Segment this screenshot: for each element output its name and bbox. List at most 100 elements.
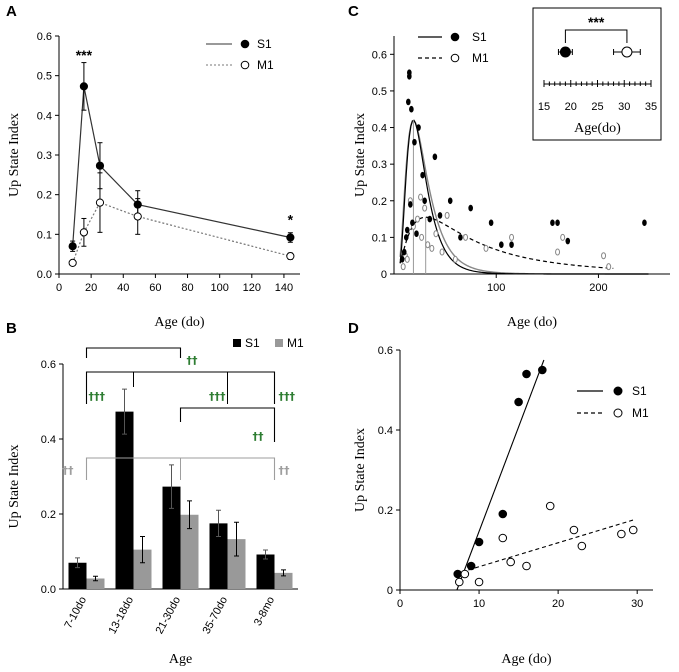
data-point-m1 <box>429 244 435 252</box>
data-point-m1 <box>439 248 445 256</box>
inset-significance-bracket <box>564 29 628 43</box>
x-axis-label: Age (do) <box>154 315 204 330</box>
data-point-m1 <box>68 258 77 267</box>
y-tick-label: 0.0 <box>41 584 56 596</box>
x-tick-label: 120 <box>243 282 261 294</box>
data-point-m1 <box>555 248 561 256</box>
data-point-s1 <box>509 241 514 249</box>
legend-marker-s1 <box>450 32 460 42</box>
significance-bracket <box>85 347 182 358</box>
data-point-s1 <box>488 219 494 227</box>
x-tick-label: 200 <box>589 282 607 294</box>
inset-x-tick-label: 35 <box>645 101 657 113</box>
data-point-m1 <box>601 252 607 260</box>
significance-dagger: †† <box>187 354 199 367</box>
data-point-m1 <box>404 255 410 263</box>
panel-label-a: A <box>6 3 17 20</box>
legend-label-m1: M1 <box>472 51 489 65</box>
x-tick-label: 0 <box>397 598 403 610</box>
data-point-s1 <box>412 138 417 146</box>
data-point-s1 <box>499 241 504 249</box>
fit-line-m1 <box>461 519 634 573</box>
data-point-s1 <box>79 82 89 91</box>
legend-label-s1: S1 <box>632 384 647 398</box>
y-axis-label: Up State Index <box>7 445 22 529</box>
significance-annotation: *** <box>76 47 93 63</box>
x-tick-label: 60 <box>149 282 161 294</box>
x-tick-label: 21-30do <box>154 595 184 636</box>
significance-dagger: †† <box>253 430 265 443</box>
data-point-s1 <box>447 197 453 205</box>
y-tick-label: 0.6 <box>37 31 52 43</box>
inset-x-axis-label: Age(do) <box>574 121 621 136</box>
data-point-s1 <box>420 171 425 179</box>
legend-marker-m1 <box>613 408 623 418</box>
y-tick-label: 0.6 <box>378 345 393 357</box>
y-tick-label: 0.5 <box>37 71 52 83</box>
legend-marker-m1 <box>240 60 250 70</box>
x-tick-label: 3-8mo <box>252 595 277 628</box>
y-tick-label: 0.2 <box>378 505 393 517</box>
fit-curve-s1-outer <box>399 119 649 275</box>
data-point-m1 <box>444 211 450 219</box>
panel-b-bar-chart: 0.0 0.2 0.4 0.6 7-10do 13-18do 21-30do 35-70do 3… <box>7 336 304 667</box>
significance-bracket <box>179 407 276 442</box>
inset-x-tick-label: 15 <box>538 101 550 113</box>
x-axis-label: Age (do) <box>507 315 557 330</box>
data-point-m1 <box>463 233 469 241</box>
significance-bracket <box>85 371 276 404</box>
legend-label-m1: M1 <box>257 58 274 72</box>
data-point-s1 <box>399 256 405 263</box>
legend-swatch-m1 <box>275 339 283 347</box>
data-point-s1 <box>437 212 443 219</box>
data-point-m1 <box>418 193 424 201</box>
panel-a-line-chart: 0.0 0.1 0.2 0.3 0.4 0.5 0.6 0 20 40 60 80 100 120 140 A… <box>7 31 300 330</box>
bar-m1 <box>133 549 152 589</box>
y-tick-label: 0 <box>387 585 393 597</box>
legend-label-m1: M1 <box>287 336 304 350</box>
x-tick-label: 20 <box>552 598 564 610</box>
significance-dagger: ††† <box>209 390 226 403</box>
data-point-s1 <box>432 153 438 161</box>
y-tick-label: 0.4 <box>41 434 56 446</box>
inset-x-tick-label: 20 <box>565 101 577 113</box>
data-point-s1 <box>453 569 463 579</box>
data-point-m1 <box>483 244 489 252</box>
data-point-m1 <box>577 541 587 551</box>
data-point-s1 <box>474 537 484 547</box>
significance-dagger: ††† <box>89 390 106 403</box>
data-point-s1 <box>565 237 571 245</box>
y-tick-label: 0.3 <box>372 159 387 171</box>
x-tick-label: 0 <box>56 282 62 294</box>
y-tick-label: 0.2 <box>41 509 56 521</box>
y-tick-label: 0.5 <box>372 86 387 98</box>
data-point-s1 <box>406 98 411 106</box>
panel-d-scatter-chart: 0 0.2 0.4 0.6 0 10 20 30 Age (do) Up State Index S… <box>353 345 653 667</box>
data-point-m1 <box>474 577 484 587</box>
data-point-s1 <box>642 219 647 227</box>
data-point-s1 <box>404 226 410 234</box>
data-point-m1 <box>425 241 431 249</box>
data-point-m1 <box>509 233 515 241</box>
x-tick-label: 40 <box>117 282 129 294</box>
legend-swatch-s1 <box>233 339 241 347</box>
data-point-s1 <box>414 230 419 238</box>
fit-line-s1 <box>456 359 545 591</box>
bar-s1 <box>115 411 134 589</box>
data-point-s1 <box>407 69 412 76</box>
panel-label-b: B <box>6 320 17 337</box>
data-point-m1 <box>522 561 531 571</box>
data-point-m1 <box>400 263 406 271</box>
y-tick-label: 0.6 <box>41 359 56 371</box>
panel-label-c: C <box>348 3 359 20</box>
bar-s1 <box>256 554 275 589</box>
data-point-m1 <box>79 228 89 237</box>
y-tick-label: 0.4 <box>37 110 52 122</box>
significance-dagger-m1: †† <box>63 464 75 477</box>
data-point-s1 <box>68 242 77 251</box>
y-tick-label: 0.1 <box>372 232 387 244</box>
data-point-m1 <box>460 569 470 579</box>
data-point-s1 <box>422 197 427 205</box>
legend-label-s1: S1 <box>472 30 487 44</box>
